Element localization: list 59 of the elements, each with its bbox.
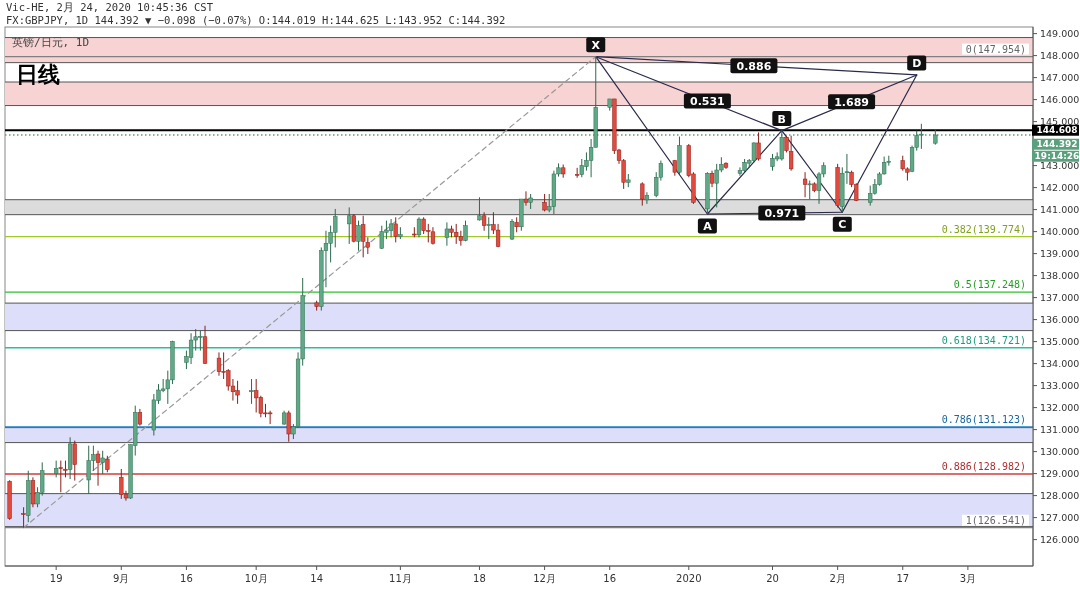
y-tick-label: 135.000	[1040, 335, 1080, 347]
x-tick-label: 17	[896, 573, 910, 584]
text: 日线	[16, 62, 60, 87]
x-tick-label: 20	[766, 573, 779, 584]
x-tick-label: 2020	[676, 573, 702, 584]
y-tick-label: 130.000	[1040, 445, 1080, 457]
y-tick-label: 148.000	[1040, 49, 1080, 61]
annotation: 1.689	[834, 95, 869, 109]
x-tick-label: 16	[180, 573, 193, 584]
y-tick-label: 146.000	[1040, 93, 1080, 105]
annotation: B	[777, 112, 787, 126]
annotation: X	[591, 38, 601, 52]
annotation: D	[912, 56, 922, 70]
y-tick-label: 126.000	[1040, 533, 1080, 545]
x-tick-label: 10月	[244, 573, 268, 584]
x-tick-label: 14	[310, 573, 324, 584]
y-tick-label: 134.000	[1040, 357, 1080, 369]
x-tick-label: 11月	[389, 573, 412, 584]
x-tick-label: 2月	[829, 573, 846, 584]
y-tick-label: 132.000	[1040, 401, 1080, 413]
y-tick-label: 143.000	[1040, 159, 1080, 171]
text: FX:GBPJPY, 1D 144.392 ▼ −0.098 (−0.07%) O:144.019 H:144.625 L:143.952 C:144.392	[6, 14, 506, 26]
y-tick-label: 138.000	[1040, 269, 1080, 281]
y-tick-label: 140.000	[1040, 225, 1080, 237]
y-tick-label: 127.000	[1040, 511, 1080, 523]
ref-line-label: 144.392 19:14:26	[1034, 139, 1080, 162]
y-tick-label: 149.000	[1040, 27, 1080, 39]
y-tick-label: 137.000	[1040, 291, 1080, 303]
y-tick-label: 128.000	[1040, 489, 1080, 501]
y-tick-label: 133.000	[1040, 379, 1080, 391]
ref-line-label: 0.786(131.123)	[941, 413, 1026, 425]
y-tick-label: 129.000	[1040, 467, 1080, 479]
ref-line-label: 0.382(139.774)	[941, 223, 1026, 235]
ref-line-label: 144.608	[1036, 125, 1078, 136]
x-tick-label: 12月	[533, 573, 556, 584]
text: 英镑/日元, 1D	[12, 36, 90, 49]
x-tick-label: 3月	[959, 573, 977, 584]
annotation: 0.971	[764, 207, 800, 221]
x-tick-label: 9月	[113, 573, 130, 584]
x-tick-label: 18	[473, 573, 486, 584]
text: Vic-HE, 2月 24, 2020 10:45:36 CST	[6, 1, 214, 13]
x-tick-label: 19	[49, 573, 63, 584]
annotation: C	[838, 218, 847, 232]
ref-line-label: 0.886(128.982)	[941, 461, 1026, 472]
annotation: 0.531	[689, 94, 725, 108]
ref-line-label: 0.5(137.248)	[953, 279, 1026, 291]
y-tick-label: 139.000	[1040, 247, 1080, 259]
y-tick-label: 145.000	[1040, 115, 1080, 127]
y-tick-label: 136.000	[1040, 313, 1080, 325]
annotation: 0.886	[736, 59, 772, 73]
y-tick-label: 131.000	[1040, 423, 1080, 435]
y-tick-label: 147.000	[1040, 71, 1080, 83]
ref-line-label: 0.618(134.721)	[941, 334, 1026, 346]
ref-line-label: 0(147.954)	[965, 43, 1026, 55]
y-tick-label: 142.000	[1040, 181, 1080, 193]
ref-line-label: 1(126.541)	[965, 514, 1026, 526]
annotation: A	[703, 220, 713, 233]
y-tick-label: 141.000	[1040, 203, 1080, 215]
x-tick-label: 16	[603, 573, 617, 584]
